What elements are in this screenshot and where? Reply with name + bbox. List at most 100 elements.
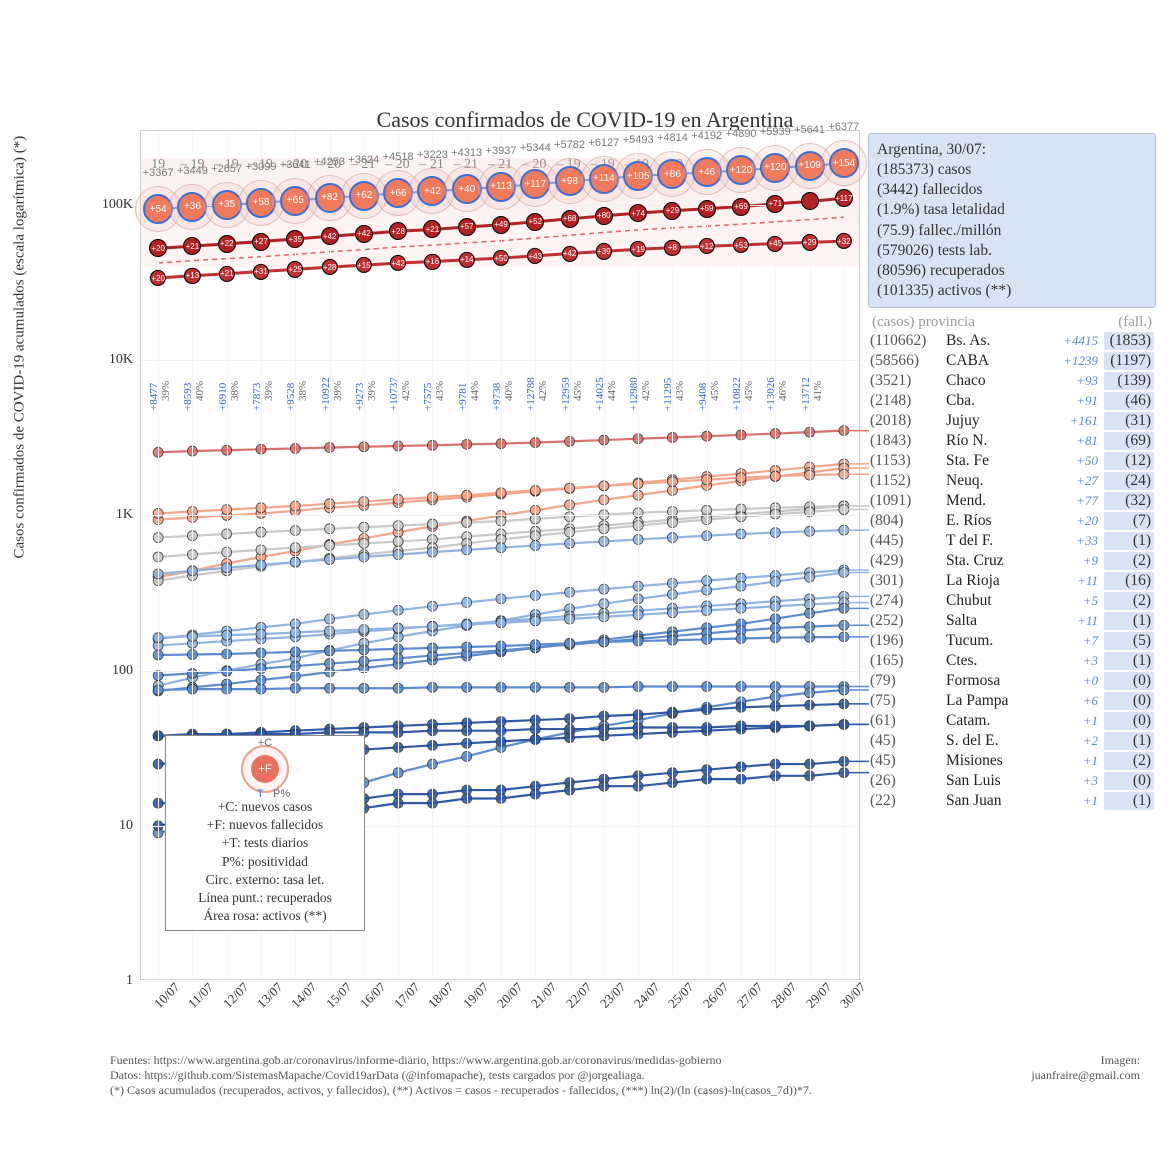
- summary-line: (80596) recuperados: [877, 261, 1147, 281]
- province-deaths: (2): [1104, 552, 1154, 570]
- province-row: (301)La Rioja+11(16): [868, 571, 1156, 591]
- x-tick-label: 16/07: [357, 979, 389, 1011]
- legend-box: +F +C T P% +C: nuevos casos+F: nuevos fa…: [165, 735, 365, 931]
- x-tick-label: 25/07: [665, 979, 697, 1011]
- province-row: (75)La Pampa+6(0): [868, 691, 1156, 711]
- province-cases: (445): [870, 532, 942, 550]
- footer-line-3: (*) Casos acumulados (recuperados, activ…: [110, 1083, 1140, 1098]
- province-delta: +3: [1054, 773, 1098, 789]
- legend-t-label: T: [257, 787, 264, 802]
- province-cases: (429): [870, 552, 942, 570]
- province-delta: +0: [1054, 673, 1098, 689]
- province-name: San Juan: [946, 792, 1050, 810]
- x-gridline: [638, 131, 639, 979]
- x-tick-label: 18/07: [425, 979, 457, 1011]
- legend-inner-circle: +F: [251, 755, 279, 783]
- province-deaths: (2): [1104, 752, 1154, 770]
- provinces-list: (110662)Bs. As.+4415(1853)(58566)CABA+12…: [868, 331, 1156, 811]
- legend-line: +C: nuevos casos: [170, 798, 360, 816]
- province-name: La Pampa: [946, 692, 1050, 710]
- province-death-bubble: +52: [526, 213, 544, 231]
- tests-label: +12788: [525, 378, 537, 412]
- province-death-bubble: +74: [629, 204, 647, 222]
- province-death-bubble: +57: [458, 218, 476, 236]
- province-row: (79)Formosa+0(0): [868, 671, 1156, 691]
- positivity-label: 45%: [572, 381, 584, 401]
- province-death-bubble: +117: [835, 189, 853, 207]
- x-tick-label: 14/07: [288, 979, 320, 1011]
- positivity-label: 40%: [503, 381, 515, 401]
- province-name: Misiones: [946, 752, 1050, 770]
- tests-label: +10922: [320, 378, 332, 412]
- prov-header-right: (fall.): [1118, 314, 1152, 331]
- summary-header: Argentina, 30/07:: [877, 140, 1147, 160]
- province-delta: +50: [1054, 453, 1098, 469]
- province-cases: (2018): [870, 412, 942, 430]
- province-deaths: (32): [1104, 492, 1154, 510]
- x-gridline: [844, 131, 845, 979]
- footer: Fuentes: https://www.argentina.gob.ar/co…: [110, 1053, 1140, 1098]
- image-credit-1: Imagen:: [1031, 1053, 1140, 1068]
- x-gridline: [810, 131, 811, 979]
- province-cases: (2148): [870, 392, 942, 410]
- tests-label: +13712: [800, 378, 812, 412]
- y-axis-label: Casos confirmados de COVID-19 acumulados…: [12, 136, 29, 559]
- province-death-bubble: +35: [286, 230, 304, 248]
- positivity-label: 43%: [674, 381, 686, 401]
- province-row: (58566)CABA+1239(1197): [868, 351, 1156, 371]
- province-row: (274)Chubut+5(2): [868, 591, 1156, 611]
- province-delta: +77: [1054, 493, 1098, 509]
- province-name: Formosa: [946, 672, 1050, 690]
- province-death-bubble: +71: [766, 195, 784, 213]
- province-death-bubble: [801, 192, 819, 210]
- footer-line-2: Datos: https://github.com/SistemasMapach…: [110, 1068, 1140, 1083]
- new-cases-label: +4253: [314, 156, 345, 168]
- province-name: Chaco: [946, 372, 1050, 390]
- x-tick-label: 20/07: [494, 979, 526, 1011]
- province-row: (196)Tucum.+7(5): [868, 631, 1156, 651]
- positivity-label: 39%: [332, 381, 344, 401]
- tests-label: +10822: [731, 378, 743, 412]
- province-cases: (26): [870, 772, 942, 790]
- province-name: Mend.: [946, 492, 1050, 510]
- province-name: Sta. Cruz: [946, 552, 1050, 570]
- positivity-label: 41%: [812, 381, 824, 401]
- new-cases-label: +6377: [828, 121, 859, 133]
- province-cases: (45): [870, 732, 942, 750]
- legend-p-label: P%: [273, 787, 290, 802]
- province-name: Tucum.: [946, 632, 1050, 650]
- province-cases: (1843): [870, 432, 942, 450]
- positivity-label: 38%: [297, 381, 309, 401]
- province-name: Catam.: [946, 712, 1050, 730]
- new-cases-label: +4192: [691, 130, 722, 142]
- legend-line: +T: tests diarios: [170, 834, 360, 852]
- tests-label: +11295: [662, 378, 674, 411]
- summary-box: Argentina, 30/07:(185373) casos(3442) fa…: [868, 133, 1156, 308]
- tests-label: +10737: [388, 378, 400, 412]
- province-death-bubble: +22: [218, 235, 236, 253]
- legend-line: Área rosa: activos (**): [170, 907, 360, 925]
- legend-c-label: +C: [258, 736, 272, 751]
- positivity-label: 39%: [263, 381, 275, 401]
- legend-lines: +C: nuevos casos+F: nuevos fallecidos+T:…: [170, 798, 360, 926]
- province-deaths: (7): [1104, 512, 1154, 530]
- legend-line: P%: positividad: [170, 853, 360, 871]
- province-death-bubble: +42: [355, 225, 373, 243]
- y-gridline: [141, 671, 859, 672]
- x-tick-label: 28/07: [768, 979, 800, 1011]
- new-cases-label: +3367: [143, 167, 174, 179]
- positivity-label: 46%: [777, 381, 789, 401]
- province-delta: +6: [1054, 693, 1098, 709]
- new-cases-label: +3223: [417, 149, 448, 161]
- legend-bubble: +F +C T P%: [170, 740, 360, 798]
- tests-label: +9408: [697, 383, 709, 411]
- province-deaths: (1): [1104, 732, 1154, 750]
- province-deaths: (1): [1104, 792, 1154, 810]
- x-tick-label: 15/07: [322, 979, 354, 1011]
- province-cases: (58566): [870, 352, 942, 370]
- province-row: (26)San Luis+3(0): [868, 771, 1156, 791]
- province-row: (45)Misiones+1(2): [868, 751, 1156, 771]
- province-cases: (61): [870, 712, 942, 730]
- province-death-bubble: +42: [321, 227, 339, 245]
- y-tick-label: 100: [112, 663, 141, 679]
